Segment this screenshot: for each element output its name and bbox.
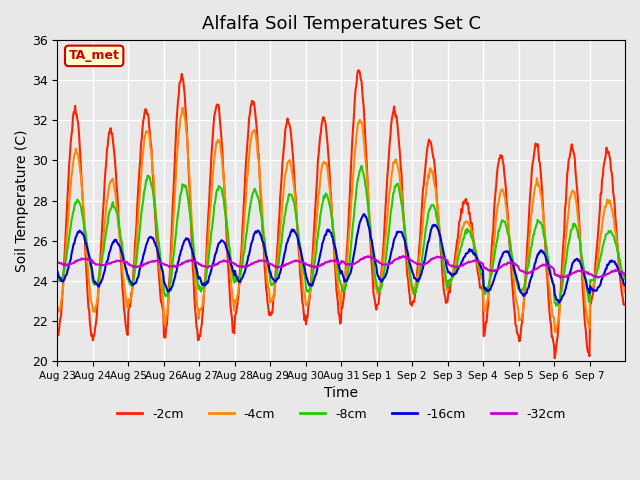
-8cm [621,276,629,281]
Line: -16cm: -16cm [58,214,625,303]
-8cm [274,264,282,270]
Line: -32cm: -32cm [58,256,625,278]
-2cm [433,188,440,193]
-8cm [401,224,408,229]
-32cm [120,259,128,265]
-2cm [551,356,559,361]
-8cm [552,303,560,309]
Line: -2cm: -2cm [58,70,625,359]
Y-axis label: Soil Temperature (C): Soil Temperature (C) [15,130,29,272]
-8cm [433,214,440,219]
-4cm [275,246,282,252]
-4cm [401,224,408,230]
-4cm [621,289,629,295]
Text: TA_met: TA_met [68,49,120,62]
-4cm [253,144,261,150]
X-axis label: Time: Time [324,386,358,400]
-2cm [253,122,260,128]
-2cm [54,331,61,336]
-4cm [120,281,128,287]
-32cm [274,265,282,271]
-16cm [274,275,282,281]
Line: -4cm: -4cm [58,108,625,333]
-4cm [179,105,186,110]
-8cm [120,256,128,262]
-16cm [556,300,563,306]
-2cm [225,266,232,272]
-4cm [54,304,61,310]
-16cm [433,223,440,229]
-2cm [274,237,282,243]
-32cm [225,258,232,264]
-8cm [358,163,365,169]
-2cm [621,302,629,308]
-4cm [225,253,233,259]
-32cm [54,260,61,265]
-32cm [621,272,629,277]
-16cm [120,259,128,264]
Title: Alfalfa Soil Temperatures Set C: Alfalfa Soil Temperatures Set C [202,15,481,33]
-8cm [253,190,260,196]
-16cm [621,282,629,288]
-16cm [54,268,61,274]
-16cm [360,211,367,217]
-16cm [401,237,408,242]
-2cm [355,67,362,73]
-32cm [253,259,260,265]
-32cm [433,254,440,260]
Legend: -2cm, -4cm, -8cm, -16cm, -32cm: -2cm, -4cm, -8cm, -16cm, -32cm [112,403,570,425]
Line: -8cm: -8cm [58,166,625,306]
-2cm [401,226,408,232]
-16cm [225,250,232,256]
-32cm [400,253,408,259]
-2cm [120,306,128,312]
-16cm [253,230,260,236]
-32cm [557,275,564,281]
-32cm [401,254,408,260]
-4cm [552,330,559,336]
-8cm [225,235,232,240]
-4cm [433,193,440,199]
-8cm [54,276,61,282]
